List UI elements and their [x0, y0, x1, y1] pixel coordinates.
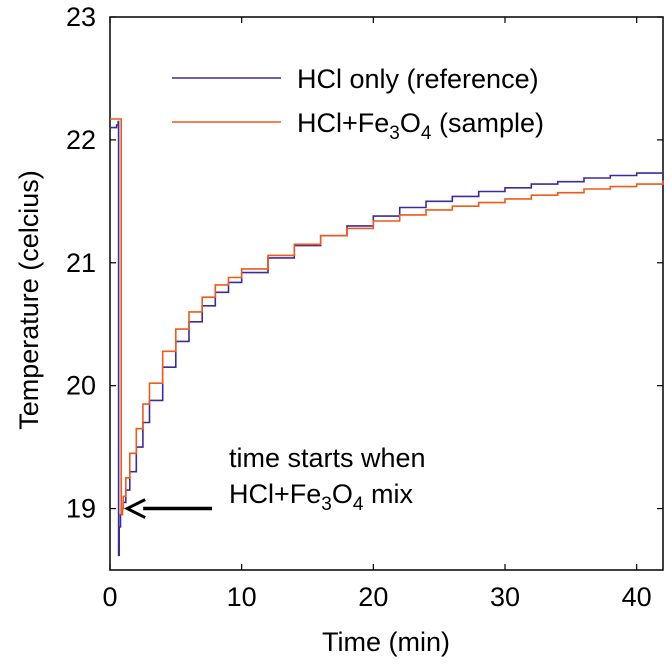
y-tick-label: 23 — [66, 2, 96, 32]
legend-label-sample: HCl+Fe3O4 (sample) — [297, 108, 544, 144]
legend: HCl only (reference) HCl+Fe3O4 (sample) — [172, 64, 544, 144]
annotation: time starts when HCl+Fe3O4 mix — [123, 443, 426, 519]
x-axis-label: Time (min) — [322, 627, 450, 657]
x-tick-label: 10 — [227, 582, 257, 612]
y-tick-label: 22 — [66, 125, 96, 155]
x-tick-label: 20 — [358, 582, 388, 612]
axis-ticks — [109, 16, 663, 570]
plot-area — [109, 16, 664, 571]
y-tick-label: 19 — [66, 494, 96, 524]
x-tick-label: 30 — [490, 582, 520, 612]
annotation-arrow — [123, 498, 212, 519]
x-tick-label: 0 — [102, 582, 117, 612]
annotation-line-2: HCl+Fe3O4 mix — [229, 479, 413, 515]
series-lines — [110, 118, 664, 557]
tick-labels: 0 10 20 30 40 19 20 21 22 23 — [66, 2, 652, 612]
y-tick-label: 21 — [66, 248, 96, 278]
arrow-head — [123, 498, 146, 519]
annotation-line-1: time starts when — [229, 443, 426, 473]
y-axis-label: Temperature (celcius) — [14, 170, 44, 430]
legend-label-reference: HCl only (reference) — [297, 64, 539, 94]
series-line-sample — [110, 118, 664, 516]
x-tick-label: 40 — [622, 582, 652, 612]
y-tick-label: 20 — [66, 371, 96, 401]
